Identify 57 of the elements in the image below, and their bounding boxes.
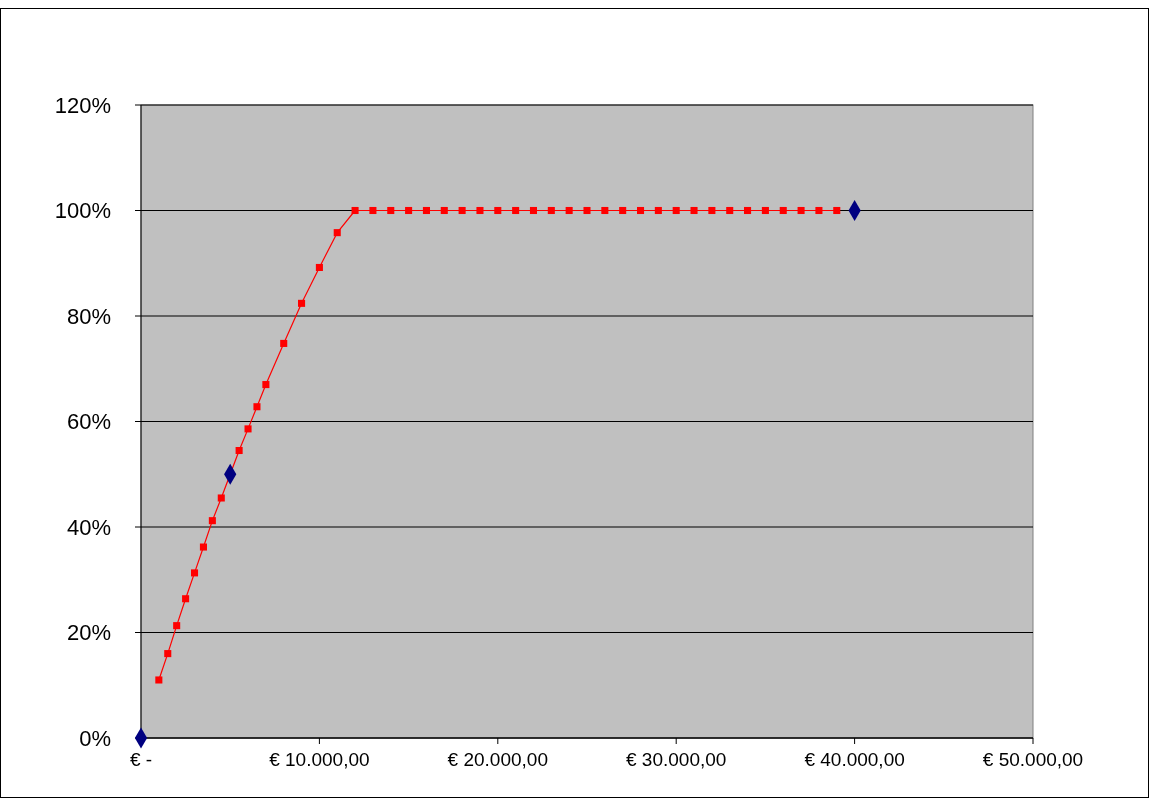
point xyxy=(690,206,698,215)
point xyxy=(833,206,841,215)
x-tick-label: € 30.000,00 xyxy=(626,749,727,770)
x-tick-label: € 50.000,00 xyxy=(982,749,1084,770)
point xyxy=(761,206,769,215)
x-tick-label: € 40.000,00 xyxy=(804,749,905,770)
point xyxy=(654,206,662,215)
point xyxy=(155,676,163,684)
point xyxy=(494,206,502,215)
y-tick-label: 120% xyxy=(54,92,111,118)
point xyxy=(797,206,805,215)
point xyxy=(779,206,787,215)
y-tick-label: 80% xyxy=(66,303,111,329)
point xyxy=(315,263,323,272)
y-tick-label: 60% xyxy=(66,409,111,435)
point xyxy=(583,206,591,215)
point xyxy=(476,206,484,215)
point xyxy=(708,206,716,215)
point xyxy=(744,206,752,215)
point xyxy=(217,494,225,502)
point xyxy=(440,206,448,215)
point xyxy=(280,339,288,347)
point xyxy=(619,206,627,215)
point xyxy=(351,206,359,215)
point xyxy=(333,229,341,237)
point xyxy=(405,206,413,215)
point xyxy=(190,569,199,577)
y-tick-label: 100% xyxy=(54,198,111,224)
y-tick-label: 0% xyxy=(79,725,111,751)
point xyxy=(244,425,252,433)
x-tick-label: € 10.000,00 xyxy=(269,749,370,770)
point xyxy=(235,446,243,455)
point xyxy=(369,206,377,215)
point xyxy=(199,543,207,551)
point xyxy=(815,206,823,215)
point xyxy=(512,206,520,215)
point xyxy=(173,622,181,630)
point xyxy=(262,381,270,389)
point xyxy=(422,206,430,215)
y-tick-label: 40% xyxy=(66,514,111,540)
point xyxy=(164,650,172,658)
point xyxy=(547,206,555,215)
y-tick-label: 20% xyxy=(66,620,111,646)
x-tick-label: € 20.000,00 xyxy=(447,749,548,770)
point xyxy=(601,206,609,215)
point xyxy=(529,206,538,215)
point xyxy=(672,206,680,215)
point xyxy=(298,299,306,307)
x-tick-label: € - xyxy=(129,749,153,770)
point xyxy=(208,517,216,525)
point xyxy=(182,595,190,603)
point xyxy=(253,403,261,411)
point xyxy=(458,206,466,215)
point xyxy=(387,206,395,215)
point xyxy=(726,206,734,215)
point xyxy=(565,206,573,215)
point xyxy=(636,206,645,215)
